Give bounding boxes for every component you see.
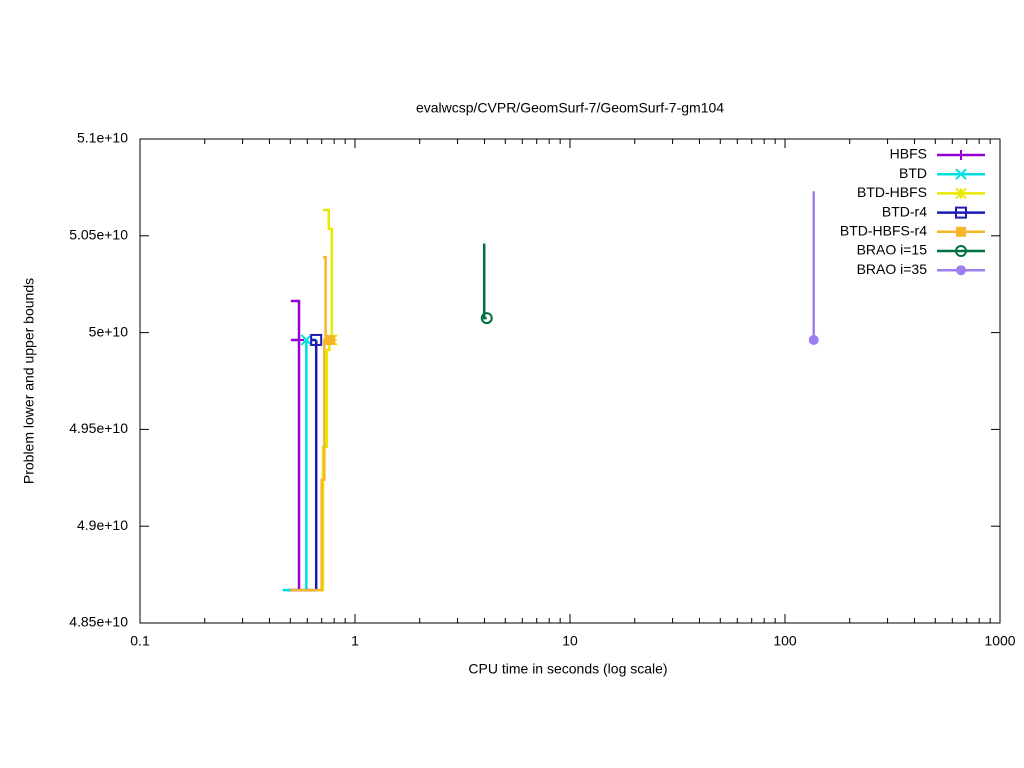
- point-marker: [324, 334, 335, 345]
- point-marker: [808, 334, 819, 345]
- legend-marker: [955, 245, 967, 257]
- legend-marker: [955, 168, 967, 180]
- legend-label: BTD: [899, 165, 927, 181]
- series-line: [282, 339, 308, 592]
- point-marker: [310, 333, 323, 346]
- y-tick-label: 4.95e+10: [69, 420, 128, 436]
- legend-marker-stroke: [955, 168, 967, 180]
- x-tick-label: 10: [562, 633, 578, 649]
- y-tick-label: 4.9e+10: [77, 517, 128, 533]
- point-marker-stroke: [300, 334, 313, 346]
- y-tick-label: 4.85e+10: [69, 614, 128, 630]
- legend-label: BTD-HBFS-r4: [840, 223, 927, 239]
- legend-marker-shape: [956, 226, 966, 237]
- y-tick-label: 5.1e+10: [77, 130, 128, 146]
- legend-label: BTD-r4: [882, 203, 927, 219]
- legend-marker-stroke: [955, 187, 967, 200]
- legend-marker: [956, 226, 966, 237]
- point-marker-shape: [324, 334, 335, 345]
- legend-marker: [955, 187, 967, 200]
- point-marker: [294, 334, 305, 345]
- plot-frame: [139, 138, 1001, 624]
- legend-marker: [955, 206, 967, 219]
- legend-label: BRAO i=35: [857, 261, 928, 277]
- y-tick-label: 5e+10: [89, 323, 129, 339]
- series-line: [288, 299, 301, 592]
- legend-label: BRAO i=15: [857, 242, 928, 258]
- point-marker-shape: [808, 334, 819, 345]
- y-axis-label: Problem lower and upper bounds: [21, 278, 37, 484]
- legend-marker-shape: [955, 245, 967, 257]
- point-marker-shape: [310, 333, 323, 346]
- x-tick-label: 0.1: [130, 633, 150, 649]
- x-axis-label: CPU time in seconds (log scale): [468, 661, 667, 677]
- x-tick-label: 100: [773, 633, 797, 649]
- chart-title: evalwcsp/CVPR/GeomSurf-7/GeomSurf-7-gm10…: [416, 100, 724, 116]
- series-line: [290, 338, 318, 592]
- point-marker: [300, 334, 313, 346]
- legend-label: BTD-HBFS: [857, 184, 927, 200]
- x-tick-label: 1000: [984, 633, 1015, 649]
- y-tick-label: 5.05e+10: [69, 227, 128, 243]
- point-marker-shape: [480, 312, 493, 325]
- x-tick-label: 1: [351, 633, 359, 649]
- legend-marker: [956, 150, 966, 160]
- legend-marker-shape: [955, 206, 967, 219]
- legend-marker: [956, 265, 966, 276]
- legend-label: HBFS: [890, 146, 927, 162]
- legend-marker-shape: [956, 265, 966, 276]
- point-marker: [480, 312, 493, 325]
- series-line: [482, 243, 487, 320]
